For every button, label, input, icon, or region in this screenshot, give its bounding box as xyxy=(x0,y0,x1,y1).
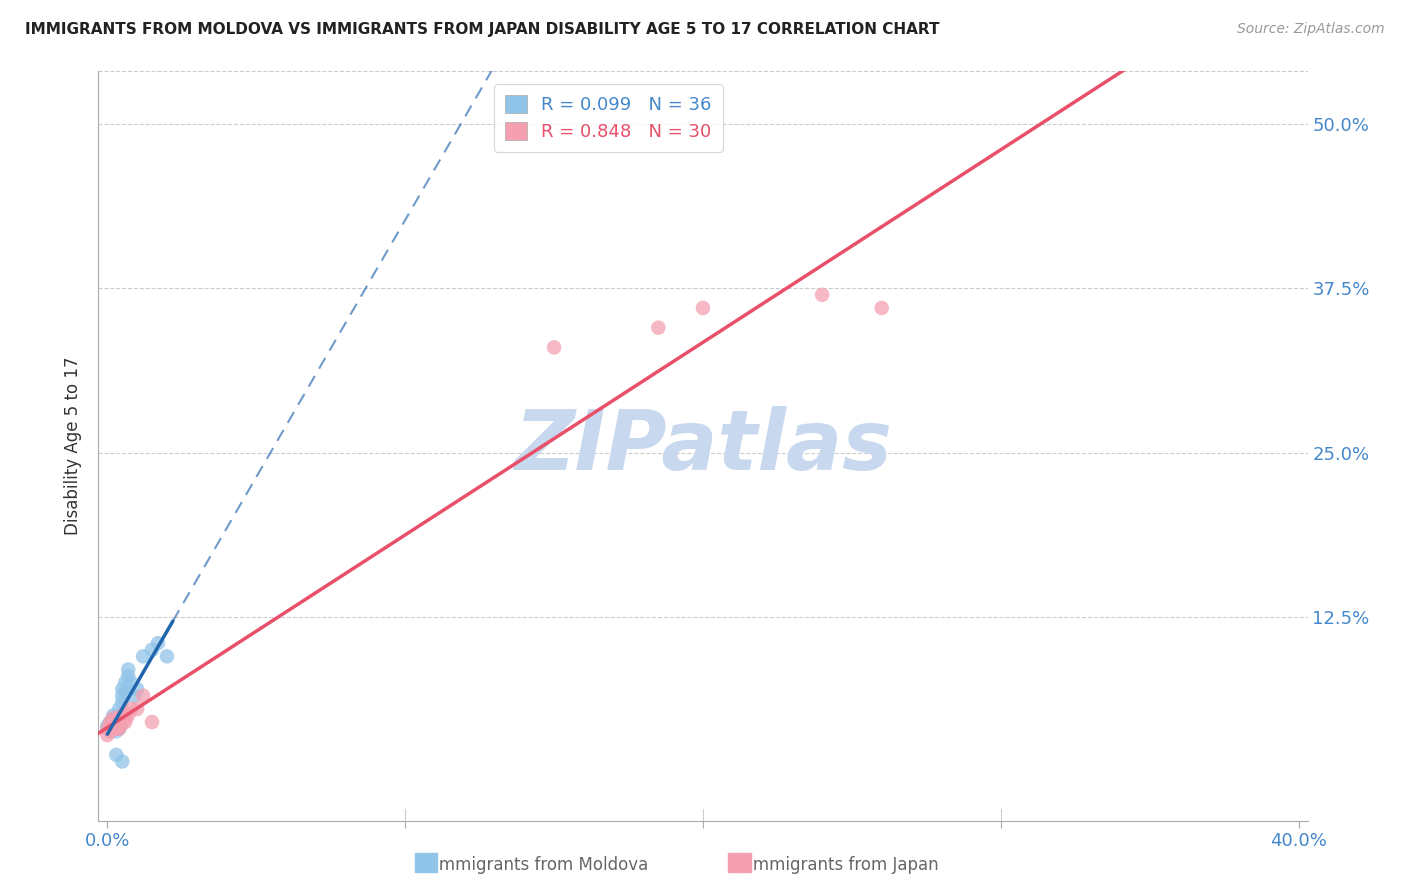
Point xyxy=(120,702,142,716)
Point xyxy=(103,711,125,725)
Point xyxy=(98,719,121,733)
Text: Immigrants from Moldova: Immigrants from Moldova xyxy=(434,856,648,874)
Point xyxy=(103,716,125,731)
Point xyxy=(122,689,145,703)
Point xyxy=(108,722,131,736)
Point xyxy=(647,320,669,334)
Point xyxy=(96,728,118,742)
Point xyxy=(111,755,134,769)
Legend: R = 0.099   N = 36, R = 0.848   N = 30: R = 0.099 N = 36, R = 0.848 N = 30 xyxy=(495,84,723,152)
Point xyxy=(141,642,163,657)
Point xyxy=(103,711,125,725)
Point xyxy=(105,719,128,733)
Point xyxy=(105,714,128,728)
Point xyxy=(111,695,134,709)
Point xyxy=(111,689,134,703)
Point xyxy=(105,722,128,736)
Point xyxy=(105,714,128,728)
Point xyxy=(108,711,131,725)
Point xyxy=(105,747,128,762)
Point xyxy=(96,722,118,736)
Point xyxy=(98,714,121,729)
Point xyxy=(117,669,139,683)
Point xyxy=(111,682,134,697)
Point xyxy=(132,649,155,664)
Point xyxy=(120,675,142,690)
Point xyxy=(132,689,155,703)
Point xyxy=(111,708,134,723)
Text: Immigrants from Japan: Immigrants from Japan xyxy=(748,856,939,874)
Point xyxy=(111,716,134,731)
Point xyxy=(114,714,136,729)
Point xyxy=(105,724,128,739)
Point xyxy=(108,719,131,733)
Point xyxy=(114,711,136,725)
Point xyxy=(146,636,169,650)
Point xyxy=(692,301,714,315)
Point xyxy=(103,708,125,723)
Point xyxy=(105,719,128,733)
Point xyxy=(105,716,128,731)
Text: ZIPatlas: ZIPatlas xyxy=(515,406,891,486)
Point xyxy=(117,708,139,723)
Point xyxy=(98,722,121,736)
Point xyxy=(543,340,565,354)
Point xyxy=(114,685,136,699)
Point xyxy=(103,719,125,733)
Point xyxy=(103,719,125,733)
Text: IMMIGRANTS FROM MOLDOVA VS IMMIGRANTS FROM JAPAN DISABILITY AGE 5 TO 17 CORRELAT: IMMIGRANTS FROM MOLDOVA VS IMMIGRANTS FR… xyxy=(25,22,939,37)
Point xyxy=(156,649,179,664)
Y-axis label: Disability Age 5 to 17: Disability Age 5 to 17 xyxy=(65,357,83,535)
Point xyxy=(108,722,131,736)
Point xyxy=(114,675,136,690)
Point xyxy=(108,719,131,733)
Point xyxy=(103,722,125,736)
Point xyxy=(98,719,121,733)
Point xyxy=(117,663,139,677)
Point xyxy=(114,706,136,720)
Point xyxy=(98,724,121,739)
Point xyxy=(96,722,118,736)
Point xyxy=(870,301,893,315)
Point xyxy=(98,714,121,729)
Point xyxy=(141,714,163,729)
Point xyxy=(105,722,128,736)
Point xyxy=(103,716,125,731)
Point xyxy=(96,719,118,733)
Point xyxy=(108,702,131,716)
Point xyxy=(103,722,125,736)
Point xyxy=(127,682,149,697)
Point xyxy=(108,708,131,723)
Point xyxy=(811,288,834,302)
Point xyxy=(127,702,149,716)
Point xyxy=(98,724,121,739)
Text: Source: ZipAtlas.com: Source: ZipAtlas.com xyxy=(1237,22,1385,37)
